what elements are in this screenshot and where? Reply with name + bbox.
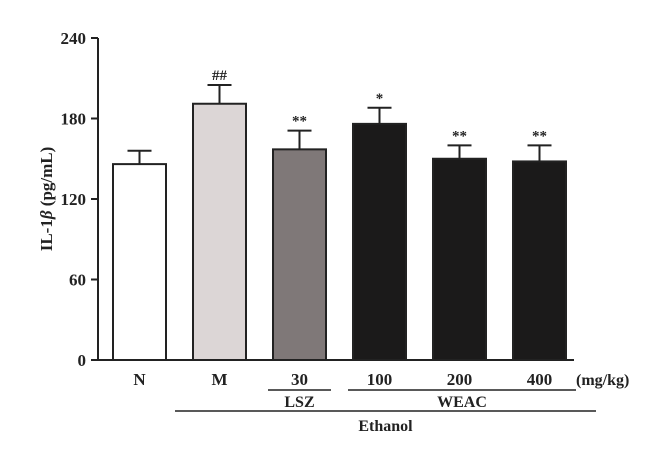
dose-unit-label: (mg/kg) [576,372,629,389]
significance-mark: ** [452,128,467,144]
y-axis-label-main: IL-1 [37,219,56,251]
significance-mark: ** [532,128,547,144]
y-tick-label: 120 [61,190,87,209]
y-tick-label: 60 [69,271,86,290]
lsz-label: LSZ [284,394,314,411]
y-tick-label: 180 [61,110,87,129]
significance-mark: * [376,91,384,107]
x-tick-label: M [211,370,227,389]
y-tick-label: 240 [61,29,87,48]
x-tick-label: 400 [527,370,553,389]
bar [512,160,567,361]
bar [272,148,327,361]
x-tick-label: 100 [367,370,393,389]
bar [432,157,487,361]
x-tick-labels: N M 30 100 200 400 [133,370,552,389]
y-axis-label: IL-1β (pg/mL) [37,147,56,252]
significance-mark: ** [292,114,307,130]
y-tick-label: 0 [78,351,87,370]
x-tick-label: 200 [447,370,473,389]
ethanol-label: Ethanol [358,418,413,435]
x-tick-label: N [133,370,146,389]
y-axis-label-unit: (pg/mL) [37,147,56,211]
group-labels: LSZ WEAC Ethanol [175,389,596,435]
weac-label: WEAC [437,394,487,411]
bar [112,163,167,361]
x-tick-label: 30 [291,370,308,389]
bar [192,102,247,361]
significance-mark: ## [212,68,228,84]
bar [352,122,407,361]
bars: ##***** ** [112,68,567,361]
y-axis-label-beta: β [37,210,56,220]
y-ticks: 0 60 120 180 240 [61,29,98,370]
